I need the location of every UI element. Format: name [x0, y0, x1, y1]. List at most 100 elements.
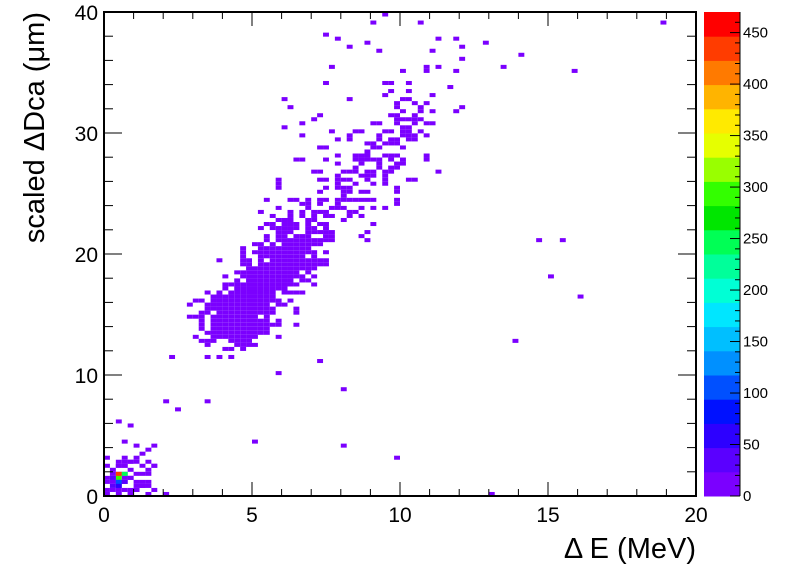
heatmap-cell: [287, 197, 294, 202]
heatmap-cell: [382, 93, 389, 98]
heatmap-cell: [263, 326, 270, 331]
heatmap-cell: [216, 322, 223, 327]
heatmap-cell: [388, 137, 395, 142]
heatmap-cell: [228, 282, 235, 287]
heatmap-cell: [269, 310, 276, 315]
heatmap-cell: [163, 491, 170, 496]
heatmap-cell: [269, 246, 276, 251]
heatmap-cell: [334, 185, 341, 190]
heatmap-cell: [346, 213, 353, 218]
heatmap-cell: [252, 294, 258, 299]
heatmap-cell: [257, 298, 264, 303]
heatmap-cell: [376, 48, 383, 53]
heatmap-cell: [518, 52, 525, 57]
heatmap-cell: [139, 463, 146, 468]
heatmap-cell: [240, 330, 247, 335]
heatmap-cell: [275, 230, 282, 235]
heatmap-cell: [352, 209, 359, 214]
heatmap-cell: [305, 266, 312, 271]
heatmap-cell: [358, 153, 365, 158]
heatmap-cell: [317, 145, 324, 150]
heatmap-cell: [299, 278, 306, 283]
heatmap-cell: [252, 314, 258, 319]
heatmap-cell: [299, 157, 306, 162]
heatmap-cell: [405, 125, 412, 130]
heatmap-cell: [228, 310, 235, 315]
colorbar-tick-label: 100: [743, 385, 768, 402]
heatmap-cell: [382, 153, 389, 158]
heatmap-cell: [222, 310, 229, 315]
heatmap-cell: [222, 318, 229, 323]
heatmap-cell: [299, 254, 306, 259]
heatmap-cell: [240, 286, 247, 291]
heatmap-cell: [204, 354, 211, 360]
heatmap-cell: [394, 185, 400, 190]
heatmap-cell: [109, 471, 116, 476]
heatmap-cell: [246, 342, 252, 347]
heatmap-cell: [269, 322, 276, 327]
heatmap-cell: [317, 258, 324, 263]
heatmap-cell: [240, 302, 247, 307]
heatmap-cell: [216, 310, 223, 315]
heatmap-cell: [382, 205, 389, 210]
heatmap-cell: [305, 270, 312, 275]
heatmap-cell: [394, 137, 400, 142]
heatmap-cell: [240, 306, 247, 311]
colorbar-segment: [704, 423, 740, 449]
heatmap-cell: [246, 270, 252, 275]
colorbar-segment: [704, 84, 740, 110]
heatmap-cell: [252, 278, 258, 283]
heatmap-cell: [145, 447, 152, 452]
heatmap-cell: [228, 346, 235, 351]
heatmap-cell: [216, 314, 223, 319]
heatmap-cell: [358, 157, 365, 162]
heatmap-cell: [281, 282, 288, 287]
heatmap-cell: [104, 479, 110, 484]
heatmap-cell: [447, 85, 454, 90]
heatmap-cell: [204, 302, 211, 307]
heatmap-cell: [411, 101, 418, 106]
heatmap-cell: [299, 209, 306, 214]
heatmap-cell: [293, 226, 300, 231]
heatmap-cell: [228, 354, 235, 360]
heatmap-cell: [352, 153, 359, 158]
heatmap-cell: [269, 213, 276, 218]
heatmap-cell: [435, 169, 442, 174]
heatmap-cell: [305, 242, 312, 247]
colorbar: [704, 12, 740, 497]
heatmap-cell: [293, 242, 300, 247]
heatmap-cell: [104, 491, 110, 496]
colorbar-segment: [704, 326, 740, 352]
heatmap-cell: [275, 217, 282, 223]
heatmap-cell: [400, 97, 406, 102]
heatmap-cell: [246, 298, 252, 303]
heatmap-cell: [246, 314, 252, 319]
y-tick-label: 30: [75, 123, 98, 146]
heatmap-cell: [376, 133, 383, 138]
heatmap-cell: [104, 487, 110, 492]
heatmap-cell: [323, 209, 329, 214]
heatmap-cell: [358, 205, 365, 210]
heatmap-cell: [252, 342, 258, 347]
heatmap-cell: [364, 189, 371, 194]
heatmap-cell: [234, 294, 241, 299]
heatmap-cell: [382, 141, 389, 146]
heatmap-cell: [394, 165, 400, 170]
heatmap-cell: [317, 177, 324, 182]
heatmap-cell: [246, 294, 252, 299]
heatmap-cell: [109, 467, 116, 472]
heatmap-cell: [311, 238, 318, 243]
colorbar-segment: [704, 229, 740, 255]
heatmap-cell: [536, 238, 543, 243]
heatmap-cell: [352, 181, 359, 186]
heatmap-cell: [222, 314, 229, 319]
heatmap-cell: [263, 274, 270, 279]
heatmap-cell: [115, 491, 122, 496]
heatmap-cell: [240, 346, 247, 351]
heatmap-cell: [257, 282, 264, 287]
heatmap-cell: [293, 250, 300, 255]
heatmap-cell: [364, 141, 371, 146]
heatmap-cell: [346, 44, 353, 49]
heatmap-cell: [358, 213, 365, 218]
heatmap-cell: [299, 201, 306, 206]
